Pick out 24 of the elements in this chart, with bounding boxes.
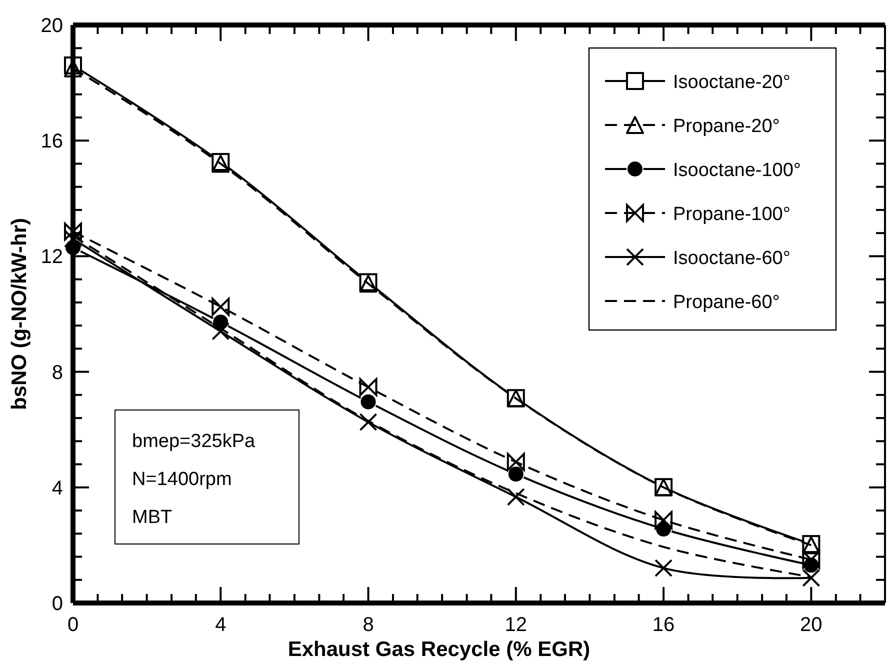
- x-tick-label: 8: [362, 614, 374, 636]
- x-tick-label: 16: [652, 614, 675, 636]
- x-tick-label: 0: [67, 614, 79, 636]
- legend-label: Propane-20°: [673, 116, 780, 137]
- y-tick-label: 12: [40, 246, 63, 268]
- y-tick-label: 16: [40, 130, 63, 153]
- legend-label: Propane-100°: [673, 204, 790, 225]
- annotation: MBT: [132, 507, 172, 528]
- annotation: bmep=325kPa: [132, 431, 256, 452]
- y-tick-label: 4: [52, 477, 63, 500]
- y-tick-label: 8: [52, 362, 63, 384]
- note-box: bmep=325kPa N=1400rpm MBT: [114, 410, 300, 544]
- x-tick-label: 20: [800, 614, 822, 636]
- legend-label: Isooctane-20°: [673, 72, 790, 93]
- x-tick-label: 4: [215, 614, 226, 636]
- y-tick-label: 20: [40, 15, 63, 37]
- x-axis-title: Exhaust Gas Recycle (% EGR): [288, 638, 590, 661]
- y-tick-label: 0: [52, 593, 63, 615]
- legend-label: Isooctane-60°: [673, 248, 790, 269]
- legend-label: Isooctane-100°: [673, 160, 802, 181]
- annotation: N=1400rpm: [132, 469, 232, 490]
- legend-label: Propane-60°: [673, 292, 780, 313]
- x-tick-label: 12: [504, 614, 528, 636]
- y-axis-title: bsNO (g-NO/kW-hr): [8, 218, 31, 410]
